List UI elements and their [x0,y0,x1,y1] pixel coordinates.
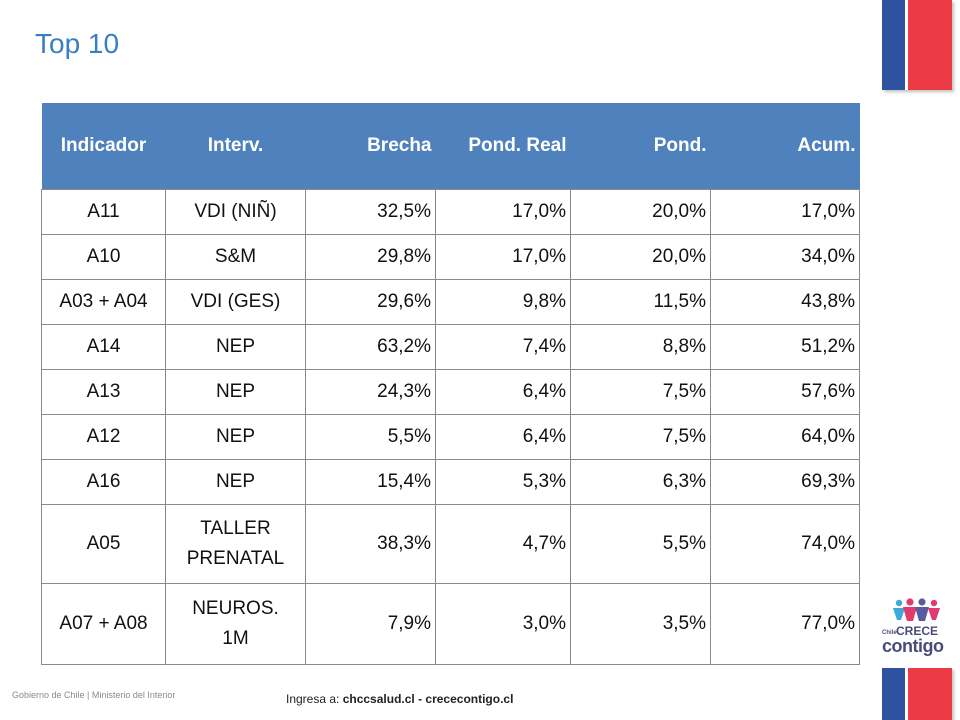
table-row: A11 VDI (NIÑ) 32,5% 17,0% 20,0% 17,0% [41,189,860,235]
cell-interv-line: TALLER [200,518,271,539]
table-row: A05 TALLER PRENATAL 38,3% 4,7% 5,5% 74,0% [41,504,860,584]
cell-pond: 11,5% [570,279,711,325]
cell-pond-real: 4,7% [435,504,571,584]
table-row: A13 NEP 24,3% 6,4% 7,5% 57,6% [41,369,860,415]
cell-acum: 69,3% [710,459,860,505]
table-row: A16 NEP 15,4% 5,3% 6,3% 69,3% [41,459,860,505]
cell-interv: NEP [165,324,306,370]
cell-indicador: A16 [41,459,166,505]
cell-interv: NEP [165,414,306,460]
footer-government-text: Gobierno de Chile | Ministerio del Inter… [12,690,176,700]
cell-pond-real: 17,0% [435,189,571,235]
logo-crece-text: CRECE [896,624,939,638]
cell-interv-line: NEP [215,471,256,492]
cell-brecha: 29,8% [305,234,436,280]
cell-acum: 57,6% [710,369,860,415]
table-row: A14 NEP 63,2% 7,4% 8,8% 51,2% [41,324,860,370]
cell-pond: 6,3% [570,459,711,505]
cell-brecha: 15,4% [305,459,436,505]
cell-pond: 8,8% [570,324,711,370]
cell-brecha: 24,3% [305,369,436,415]
cell-brecha: 5,5% [305,414,436,460]
table-row: A07 + A08 NEUROS. 1M 7,9% 3,0% 3,5% 77,0% [41,583,860,665]
cell-pond: 3,5% [570,583,711,665]
cell-interv-line: VDI (GES) [190,291,281,312]
logo-chile-text: Chile [882,630,897,636]
cell-pond: 5,5% [570,504,711,584]
cell-pond: 7,5% [570,414,711,460]
cell-interv-line: NEP [215,336,256,357]
footer-sites-link[interactable]: chccsalud.cl - crececontigo.cl [342,692,514,706]
table-row: A03 + A04 VDI (GES) 29,6% 9,8% 11,5% 43,8% [41,279,860,325]
cell-interv: VDI (NIÑ) [165,189,306,235]
cell-pond: 20,0% [570,189,711,235]
cell-acum: 17,0% [710,189,860,235]
header-interv: Interv. [165,103,306,190]
logo-contigo-text: contigo [882,636,944,656]
flag-stripe-bottom-icon [882,668,952,720]
cell-interv: NEP [165,459,306,505]
cell-indicador: A10 [41,234,166,280]
cell-acum: 64,0% [710,414,860,460]
cell-interv: NEP [165,369,306,415]
cell-interv: VDI (GES) [165,279,306,325]
cell-interv-line: VDI (NIÑ) [194,201,277,222]
header-acum: Acum. [710,103,860,190]
cell-pond-real: 6,4% [435,369,571,415]
header-pond-real: Pond. Real [435,103,571,190]
cell-interv: NEUROS. 1M [165,583,306,665]
cell-brecha: 7,9% [305,583,436,665]
cell-interv-line: NEP [215,381,256,402]
cell-pond-real: 5,3% [435,459,571,505]
cell-indicador: A05 [41,504,166,584]
cell-interv: S&M [165,234,306,280]
cell-acum: 51,2% [710,324,860,370]
cell-interv-line: NEUROS. [192,598,279,619]
footer-links: Ingresa a: chccsalud.cl - crececontigo.c… [286,692,513,706]
cell-interv: TALLER PRENATAL [165,504,306,584]
cell-pond-real: 17,0% [435,234,571,280]
cell-pond: 7,5% [570,369,711,415]
cell-interv-line: PRENATAL [186,548,285,569]
cell-brecha: 38,3% [305,504,436,584]
cell-brecha: 32,5% [305,189,436,235]
flag-stripe-top-icon [882,0,952,90]
table-header-row: Indicador Interv. Brecha Pond. Real Pond… [41,103,860,190]
header-pond: Pond. [570,103,711,190]
cell-interv-line: S&M [214,246,257,267]
cell-indicador: A03 + A04 [41,279,166,325]
top10-table: Indicador Interv. Brecha Pond. Real Pond… [41,103,860,665]
cell-interv-line: 1M [222,628,249,649]
header-brecha: Brecha [305,103,436,190]
page-title: Top 10 [35,28,120,59]
header-indicador: Indicador [41,103,166,190]
cell-brecha: 63,2% [305,324,436,370]
cell-acum: 74,0% [710,504,860,584]
crece-contigo-logo-icon: Chile CRECE contigo [880,598,950,660]
cell-indicador: A11 [41,189,166,235]
cell-interv-line: NEP [215,426,256,447]
cell-pond-real: 3,0% [435,583,571,665]
cell-indicador: A14 [41,324,166,370]
cell-pond: 20,0% [570,234,711,280]
children-figures-icon [893,598,940,621]
cell-brecha: 29,6% [305,279,436,325]
cell-pond-real: 6,4% [435,414,571,460]
table-row: A12 NEP 5,5% 6,4% 7,5% 64,0% [41,414,860,460]
table-row: A10 S&M 29,8% 17,0% 20,0% 34,0% [41,234,860,280]
cell-indicador: A13 [41,369,166,415]
cell-indicador: A12 [41,414,166,460]
cell-pond-real: 7,4% [435,324,571,370]
footer-prefix: Ingresa a: [286,692,343,706]
cell-acum: 34,0% [710,234,860,280]
cell-indicador: A07 + A08 [41,583,166,665]
cell-pond-real: 9,8% [435,279,571,325]
cell-acum: 43,8% [710,279,860,325]
cell-acum: 77,0% [710,583,860,665]
